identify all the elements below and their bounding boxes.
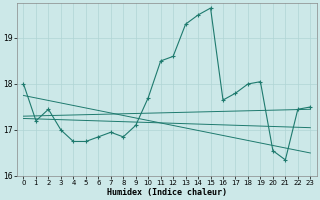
X-axis label: Humidex (Indice chaleur): Humidex (Indice chaleur) xyxy=(107,188,227,197)
